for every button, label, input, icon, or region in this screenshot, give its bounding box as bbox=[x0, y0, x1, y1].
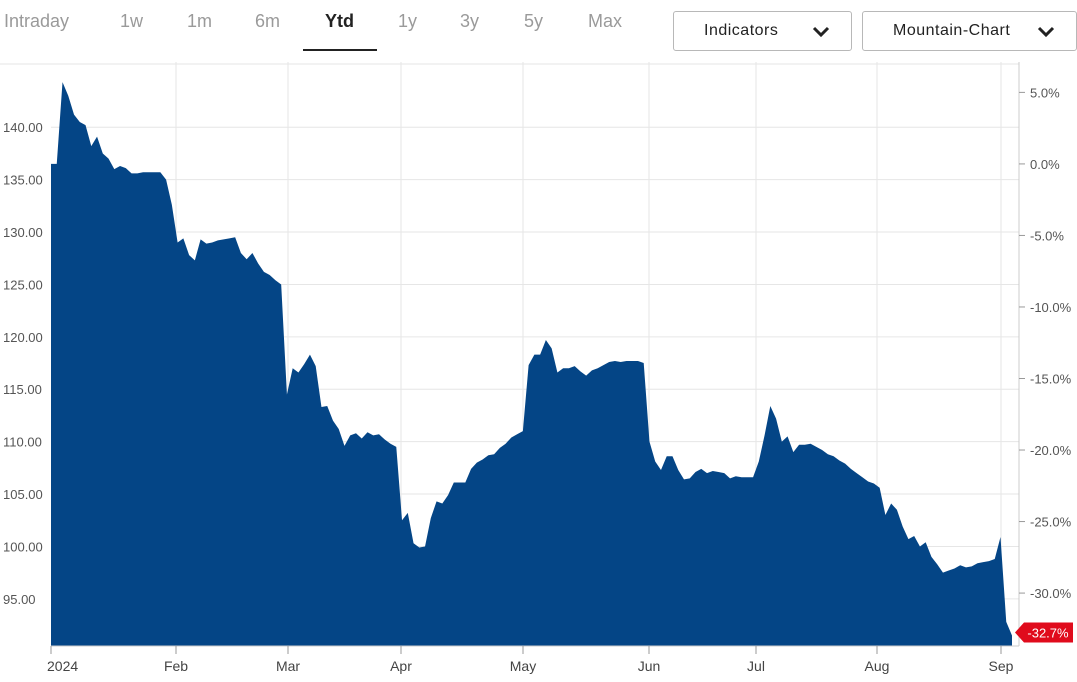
right-tick-label: -30.0% bbox=[1030, 586, 1072, 601]
chevron-down-icon bbox=[812, 26, 830, 38]
price-area bbox=[51, 82, 1012, 647]
x-tick-label: Mar bbox=[276, 658, 300, 674]
timeframe-tabs: Intraday 1w 1m 6m Ytd 1y 3y 5y Max bbox=[0, 0, 650, 52]
x-tick-label: Jun bbox=[638, 658, 661, 674]
indicators-dropdown[interactable]: Indicators bbox=[673, 11, 852, 51]
tab-5y[interactable]: 5y bbox=[524, 11, 544, 31]
left-y-axis: 140.00 135.00 130.00 125.00 120.00 115.00 110.… bbox=[3, 120, 43, 607]
left-tick-label: 130.00 bbox=[3, 225, 43, 240]
right-tick-label: 5.0% bbox=[1030, 85, 1060, 100]
right-tick-label: -5.0% bbox=[1030, 228, 1064, 243]
change-badge: -32.7% bbox=[1015, 622, 1073, 643]
chart-type-dropdown[interactable]: Mountain-Chart bbox=[862, 11, 1077, 51]
tab-1y[interactable]: 1y bbox=[398, 11, 418, 31]
tab-1w[interactable]: 1w bbox=[120, 11, 144, 31]
indicators-label: Indicators bbox=[704, 22, 779, 39]
x-tick-label: Jul bbox=[747, 658, 765, 674]
right-y-axis: 5.0% 0.0% -5.0% -10.0% -15.0% -20.0% -25.0% -30… bbox=[1018, 62, 1072, 646]
tab-max[interactable]: Max bbox=[588, 11, 623, 31]
chevron-down-icon bbox=[1037, 26, 1055, 38]
tab-ytd[interactable]: Ytd bbox=[325, 11, 354, 31]
right-tick-label: -10.0% bbox=[1030, 300, 1072, 315]
left-tick-label: 100.00 bbox=[3, 539, 43, 554]
left-tick-label: 135.00 bbox=[3, 173, 43, 188]
left-tick-label: 105.00 bbox=[3, 487, 43, 502]
right-tick-label: -15.0% bbox=[1030, 371, 1072, 386]
active-tab-underline bbox=[303, 49, 377, 51]
left-tick-label: 115.00 bbox=[3, 382, 42, 397]
left-tick-label: 95.00 bbox=[3, 592, 36, 607]
x-tick-label: Sep bbox=[989, 658, 1014, 674]
x-tick-label: Feb bbox=[164, 658, 188, 674]
tab-3y[interactable]: 3y bbox=[460, 11, 480, 31]
x-tick-label: 2024 bbox=[47, 658, 78, 674]
chart-type-label: Mountain-Chart bbox=[893, 22, 1011, 39]
x-tick-label: Apr bbox=[390, 658, 412, 674]
left-tick-label: 110.00 bbox=[3, 435, 42, 450]
tab-intraday[interactable]: Intraday bbox=[4, 11, 70, 31]
change-badge-label: -32.7% bbox=[1027, 626, 1069, 641]
left-tick-label: 120.00 bbox=[3, 330, 43, 345]
price-chart: 140.00 135.00 130.00 125.00 120.00 115.00 110.… bbox=[0, 62, 1073, 674]
change-badge-shape bbox=[1015, 622, 1073, 643]
left-tick-label: 140.00 bbox=[3, 120, 43, 135]
tab-6m[interactable]: 6m bbox=[255, 11, 281, 31]
right-tick-label: 0.0% bbox=[1030, 157, 1060, 172]
x-tick-label: May bbox=[510, 658, 536, 674]
left-tick-label: 125.00 bbox=[3, 277, 43, 292]
tab-1m[interactable]: 1m bbox=[187, 11, 213, 31]
x-axis: 2024 Feb Mar Apr May Jun Jul Aug Sep bbox=[47, 645, 1019, 674]
right-tick-label: -20.0% bbox=[1030, 443, 1072, 458]
right-tick-label: -25.0% bbox=[1030, 515, 1072, 530]
x-tick-label: Aug bbox=[865, 658, 890, 674]
